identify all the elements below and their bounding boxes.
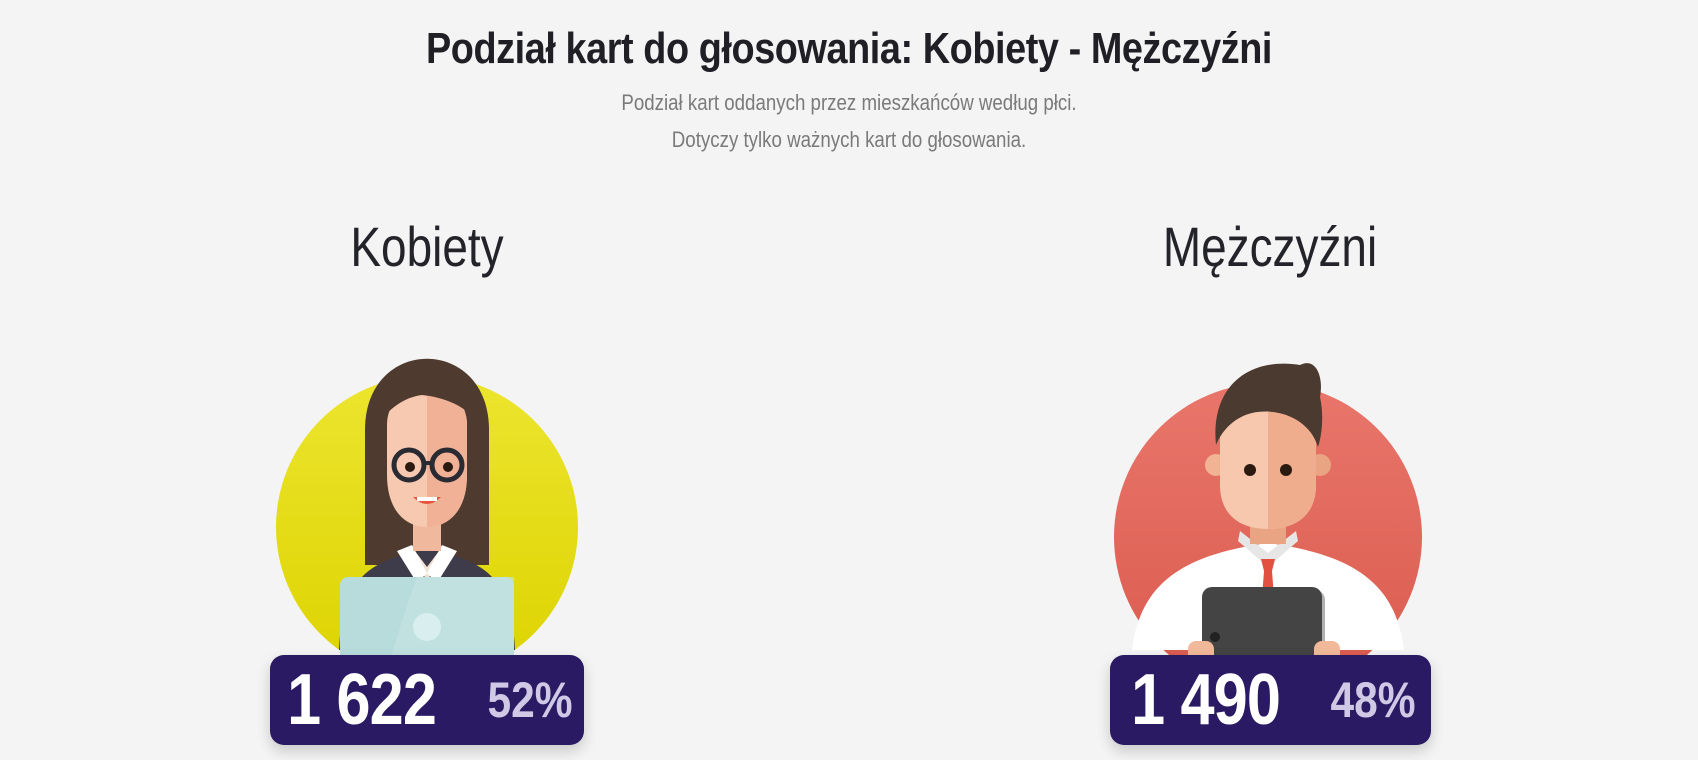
page-title: Podział kart do głosowania: Kobiety - Mę…	[425, 24, 1273, 73]
page-subtitle-line2: Dotyczy tylko ważnych kart do głosowania…	[671, 127, 1027, 152]
page-subtitle-line1: Podział kart oddanych przez mieszkańców …	[621, 90, 1077, 115]
men-percent-value: 48%	[1330, 672, 1416, 728]
men-count-value: 1 490	[1130, 660, 1281, 740]
women-percent-value: 52%	[487, 672, 573, 728]
women-label: Kobiety	[350, 215, 504, 278]
women-count-badge: 1 622 52%	[270, 655, 584, 745]
women-count-value: 1 622	[287, 660, 437, 740]
men-label: Mężczyźni	[1162, 215, 1378, 278]
men-count-badge: 1 490 48%	[1110, 655, 1431, 745]
woman-with-laptop-icon	[276, 358, 578, 655]
man-with-tablet-icon	[1114, 363, 1422, 655]
